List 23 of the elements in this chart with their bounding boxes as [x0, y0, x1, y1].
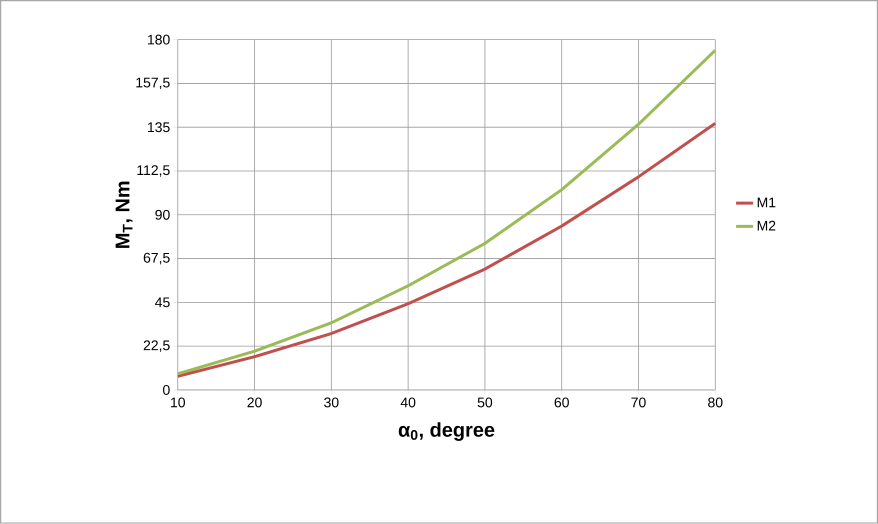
x-tick-label: 30 [324, 398, 339, 408]
x-tick-label: 20 [247, 398, 262, 408]
legend-label: M2 [758, 220, 776, 231]
x-tick-label: 60 [554, 398, 569, 408]
x-tick-label: 50 [478, 398, 492, 408]
y-axis-title: M$_{T}$, Nm [116, 182, 132, 248]
y-tick-label: 157,5 [136, 78, 170, 90]
y-tick-label: 112,5 [137, 165, 170, 177]
line-series [176, 48, 717, 376]
y-tick-label: 0 [163, 385, 170, 396]
x-axis-title: α$_{0}$, degree [398, 422, 494, 442]
y-tick-label: 45 [155, 298, 170, 308]
x-tick-label: 10 [171, 398, 185, 408]
y-tick-label: 67,5 [144, 252, 170, 264]
x-tick-label: 80 [708, 398, 722, 408]
y-tick-label: 180 [148, 34, 170, 45]
x-tick-label: 40 [400, 398, 416, 408]
legend-label: M1 [758, 198, 776, 208]
y-tick-label: 22,5 [144, 340, 170, 352]
line-series [176, 122, 717, 378]
y-tick-label: 90 [155, 210, 170, 220]
y-tick-label: 135 [148, 122, 170, 132]
x-tick-label: 70 [631, 398, 646, 408]
